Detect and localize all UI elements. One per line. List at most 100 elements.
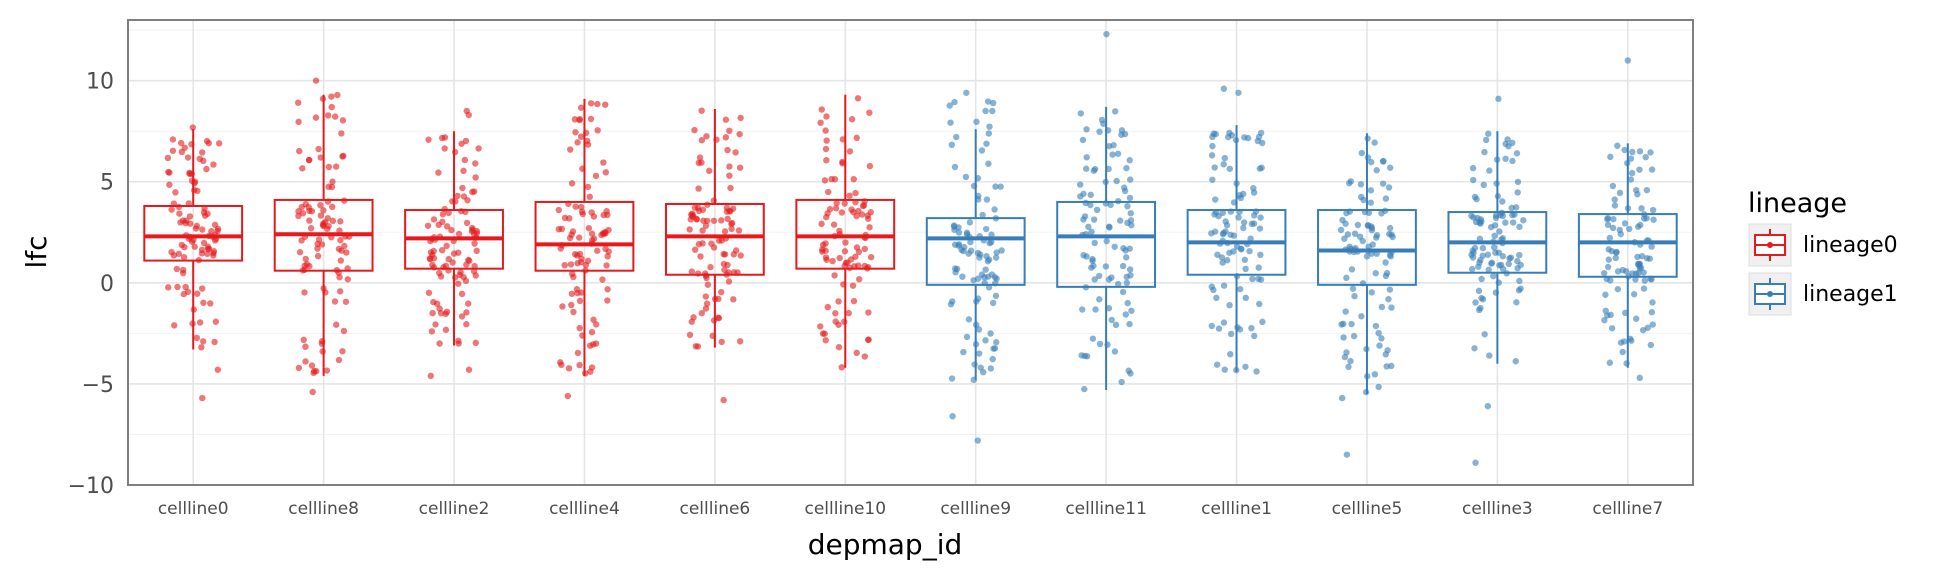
data-point: [710, 244, 718, 251]
data-point: [1378, 303, 1386, 311]
data-point: [832, 318, 839, 325]
data-point: [602, 169, 610, 176]
data-point: [696, 154, 704, 161]
data-point: [567, 146, 574, 153]
data-point: [823, 157, 830, 164]
data-point: [456, 271, 464, 279]
data-point: [572, 129, 579, 136]
data-point: [450, 250, 458, 257]
data-point: [178, 148, 186, 156]
data-point: [730, 296, 737, 303]
data-point: [861, 245, 869, 253]
data-point: [1637, 221, 1644, 229]
data-point: [1606, 234, 1613, 242]
data-point: [821, 177, 829, 184]
data-point: [848, 206, 855, 213]
data-point: [1349, 285, 1357, 292]
data-point: [577, 203, 585, 211]
data-point: [196, 155, 203, 163]
data-point: [698, 159, 705, 166]
data-point: [428, 328, 436, 335]
outlier-point: [1636, 374, 1643, 382]
data-point: [189, 124, 197, 131]
data-point: [588, 230, 596, 237]
data-point: [204, 210, 211, 217]
data-point: [294, 99, 302, 106]
data-point: [1126, 320, 1133, 328]
iqr-box: [534, 200, 635, 272]
data-point: [328, 103, 335, 111]
data-point: [194, 290, 201, 297]
data-point: [1649, 299, 1656, 306]
x-tick-label: cellline11: [1065, 499, 1147, 519]
data-point: [1214, 251, 1221, 258]
data-point: [987, 330, 994, 337]
data-point: [715, 237, 723, 244]
data-point: [1208, 322, 1215, 330]
data-point: [947, 119, 954, 126]
data-point: [710, 217, 718, 224]
data-point: [165, 284, 172, 291]
data-point: [698, 136, 706, 144]
data-point: [173, 265, 181, 273]
data-point: [584, 257, 592, 265]
data-point: [853, 244, 861, 251]
data-point: [568, 180, 576, 187]
data-point: [1237, 194, 1244, 202]
data-point: [437, 273, 445, 280]
data-point: [1378, 335, 1385, 342]
y-axis-title: lfc: [20, 235, 53, 268]
data-point: [982, 225, 990, 233]
data-point: [736, 130, 743, 138]
data-point: [1213, 294, 1220, 302]
data-point: [835, 344, 843, 351]
data-point: [169, 147, 177, 154]
outlier-point: [1495, 95, 1502, 103]
data-point: [1490, 272, 1497, 280]
data-point: [817, 323, 824, 330]
data-point: [1256, 300, 1263, 308]
data-point: [1081, 385, 1088, 393]
data-point: [990, 345, 997, 352]
data-point: [1375, 329, 1382, 337]
data-point: [199, 226, 206, 233]
data-point: [1478, 275, 1485, 283]
data-point: [692, 343, 699, 350]
data-point: [1612, 254, 1619, 262]
data-point: [991, 206, 998, 213]
iqr-box: [1317, 209, 1417, 286]
data-point: [592, 172, 600, 180]
data-point: [960, 348, 967, 356]
data-point: [1386, 286, 1394, 293]
data-point: [1629, 148, 1636, 156]
x-tick-label: cellline5: [1332, 499, 1403, 519]
data-point: [1123, 254, 1130, 261]
data-point: [1365, 243, 1372, 250]
data-point: [576, 297, 584, 305]
data-point: [1610, 215, 1617, 223]
data-point: [728, 225, 735, 233]
data-point: [1220, 319, 1228, 326]
data-point: [1208, 283, 1215, 290]
data-point: [1642, 153, 1649, 161]
data-point: [463, 321, 470, 328]
data-point: [341, 242, 348, 250]
data-point: [1085, 223, 1092, 230]
data-point: [726, 127, 733, 135]
data-point: [469, 226, 476, 233]
data-point: [174, 283, 181, 291]
outlier-point: [312, 77, 320, 84]
data-point: [603, 262, 610, 269]
data-point: [324, 215, 332, 222]
data-point: [171, 322, 178, 329]
data-point: [472, 339, 479, 347]
data-point: [1516, 277, 1523, 285]
data-point: [1512, 204, 1520, 211]
data-point: [823, 137, 830, 144]
data-point: [1080, 190, 1087, 198]
data-point: [1468, 265, 1476, 273]
data-point: [1641, 277, 1648, 284]
data-point: [573, 286, 581, 293]
data-point: [1345, 363, 1352, 371]
